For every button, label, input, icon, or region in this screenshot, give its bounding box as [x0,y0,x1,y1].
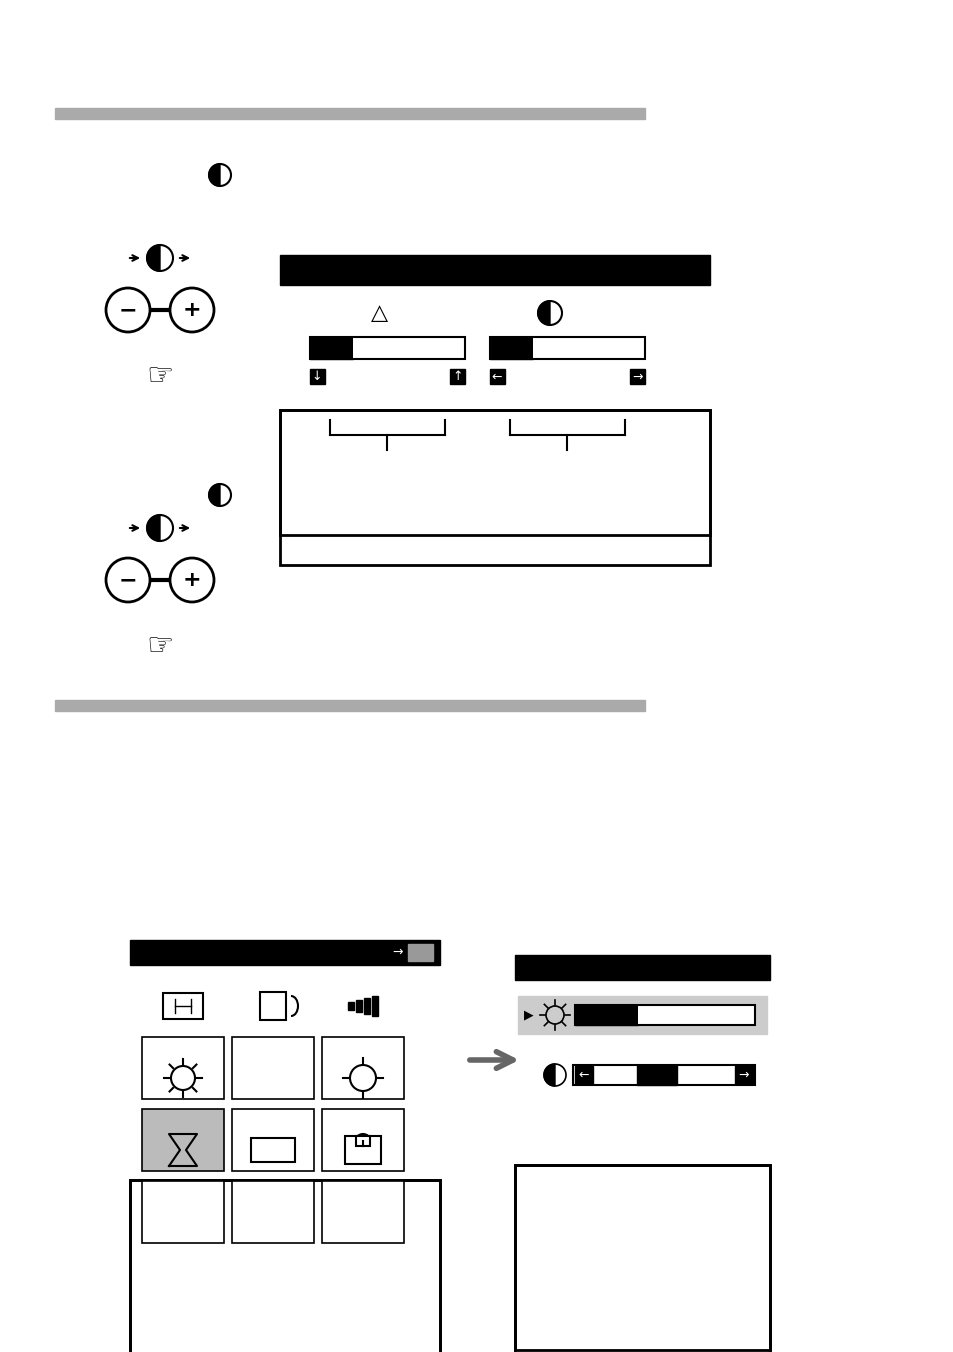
Bar [130,940,439,965]
Polygon shape [543,1064,555,1086]
Bar [310,337,353,360]
Bar [322,1037,403,1099]
Bar [515,1165,769,1352]
Bar [355,1136,370,1146]
Text: −: − [118,571,137,589]
Circle shape [537,301,561,324]
Bar [232,1037,314,1099]
Bar [734,1065,752,1084]
Text: ☞: ☞ [146,631,173,661]
Bar [490,337,644,360]
Bar [280,256,709,285]
Text: ↑: ↑ [453,370,463,384]
Text: ▶: ▶ [523,1009,534,1022]
Polygon shape [147,245,160,270]
Circle shape [170,288,213,333]
Text: ☞: ☞ [146,362,173,391]
Text: +: + [182,571,201,589]
Bar [515,955,769,980]
Bar [408,944,433,961]
Text: +: + [182,300,201,320]
Bar [517,996,766,1034]
Bar [280,410,709,535]
Circle shape [147,515,172,541]
Bar [280,410,709,565]
Bar [450,369,464,384]
Circle shape [543,1064,565,1086]
Polygon shape [537,301,550,324]
Text: ↓: ↓ [312,370,322,384]
Bar [55,700,644,711]
Polygon shape [147,515,160,541]
Bar [322,1182,403,1242]
Circle shape [106,558,150,602]
Bar [348,1002,354,1010]
Circle shape [209,484,231,506]
Bar [130,1180,439,1352]
Text: →: → [738,1068,748,1082]
Text: △: △ [371,303,388,323]
Bar [345,1136,380,1164]
Bar [353,337,464,360]
Bar [142,1109,224,1171]
Bar [364,998,370,1014]
Bar [130,1180,439,1352]
Text: ←: ← [491,370,501,384]
Bar [372,996,377,1015]
Text: −: − [118,300,137,320]
Bar [575,1065,593,1084]
Text: ←: ← [578,1068,589,1082]
Circle shape [106,288,150,333]
Bar [515,1165,769,1351]
Bar [573,1065,754,1086]
Bar [232,1109,314,1171]
Bar [638,1005,754,1025]
Bar [142,1037,224,1099]
Bar [629,369,644,384]
Bar [575,1005,754,1025]
Bar [232,1182,314,1242]
Circle shape [209,164,231,187]
Circle shape [147,245,172,270]
Bar [310,369,325,384]
Bar [310,337,464,360]
Text: →: → [393,945,403,959]
Polygon shape [209,484,220,506]
Circle shape [170,558,213,602]
Bar [260,992,286,1019]
Bar [490,337,533,360]
Bar [55,108,644,119]
Bar [533,337,644,360]
Bar [251,1138,294,1161]
Polygon shape [209,164,220,187]
Bar [163,992,203,1019]
Bar [322,1109,403,1171]
Bar [142,1182,224,1242]
Bar [355,1000,361,1013]
Bar [636,1065,676,1086]
Bar [490,369,504,384]
Text: →: → [632,370,642,384]
Bar [575,1005,638,1025]
